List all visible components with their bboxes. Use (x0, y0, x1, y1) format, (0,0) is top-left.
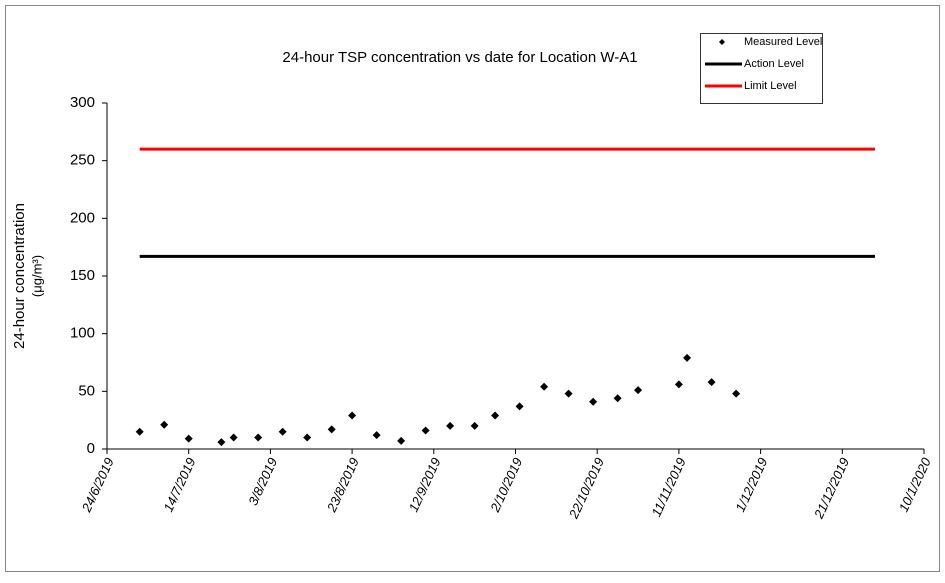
data-point (515, 402, 524, 411)
legend-box (700, 33, 823, 104)
data-point (564, 389, 573, 398)
data-point (634, 386, 643, 395)
data-point (160, 420, 169, 429)
data-point (674, 380, 683, 389)
data-point (732, 389, 741, 398)
data-point (372, 431, 381, 440)
data-point (470, 421, 479, 430)
data-point (303, 433, 312, 442)
data-point (327, 425, 336, 434)
data-point (397, 436, 406, 445)
y-axis-unit: (μg/m³) (29, 255, 44, 297)
data-point (540, 382, 549, 391)
data-point (683, 353, 692, 362)
data-point (707, 378, 716, 387)
data-point (421, 426, 430, 435)
legend-label: Measured Level (744, 36, 822, 48)
chart-title: 24-hour TSP concentration vs date for Lo… (282, 49, 637, 66)
data-point (348, 411, 357, 420)
data-point (184, 434, 193, 443)
data-point (217, 438, 226, 447)
data-point (135, 427, 144, 436)
data-point (229, 433, 238, 442)
legend-label: Action Level (744, 58, 804, 70)
data-point (589, 397, 598, 406)
data-point (613, 394, 622, 403)
y-tick-label: 50 (78, 382, 95, 399)
legend-label: Limit Level (744, 80, 797, 92)
y-tick-label: 200 (70, 209, 95, 226)
y-tick-label: 250 (70, 152, 95, 169)
data-point (491, 411, 500, 420)
data-point (278, 427, 287, 436)
y-tick-label: 0 (87, 440, 95, 457)
data-point (254, 433, 263, 442)
y-tick-label: 150 (70, 267, 95, 284)
legend-marker (719, 39, 725, 45)
y-tick-label: 100 (70, 325, 95, 342)
y-tick-label: 300 (70, 94, 95, 111)
y-axis-label: 24-hour concentration (11, 203, 28, 349)
data-point (446, 421, 455, 430)
